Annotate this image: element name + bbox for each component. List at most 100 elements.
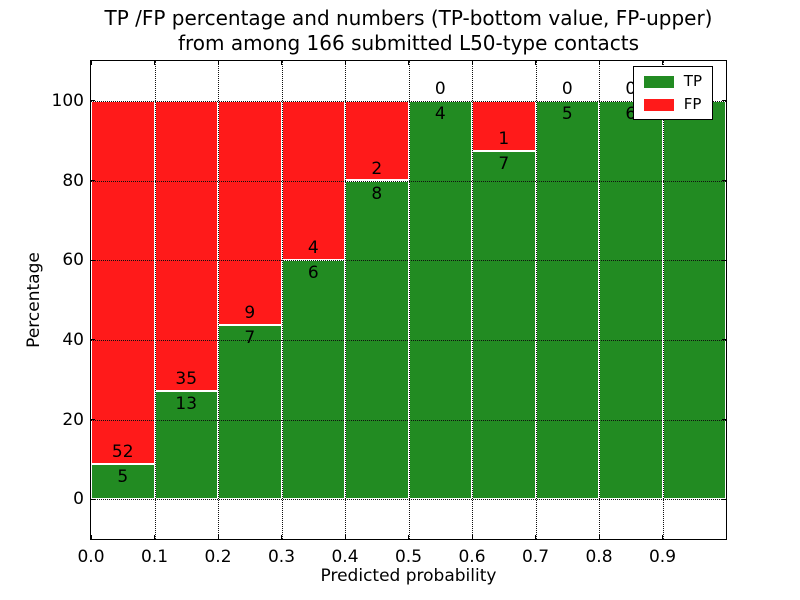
y-tick-mark-right bbox=[722, 180, 726, 181]
y-tick-label: 0 bbox=[73, 489, 84, 510]
y-tick-mark-right bbox=[722, 498, 726, 500]
x-tick-label: 0.1 bbox=[140, 547, 169, 567]
tp-count-label: 13 bbox=[175, 394, 198, 415]
y-tick-mark-left bbox=[91, 100, 95, 102]
tp-count-label: 5 bbox=[561, 103, 573, 124]
y-tick-mark-left bbox=[91, 339, 95, 341]
tp-bar bbox=[472, 150, 536, 500]
tp-bar bbox=[91, 464, 155, 500]
fp-count-label: 0 bbox=[561, 78, 573, 99]
tp-count-label: 7 bbox=[498, 153, 510, 174]
y-tick-mark-left bbox=[91, 498, 95, 500]
chart-title-line2: from among 166 submitted L50-type contac… bbox=[177, 30, 640, 55]
x-tick-mark-top bbox=[90, 61, 92, 65]
x-axis-label: Predicted probability bbox=[320, 566, 497, 586]
x-tick-mark-bottom bbox=[154, 535, 155, 539]
fp-count-label: 1 bbox=[498, 128, 510, 149]
x-tick-mark-top bbox=[281, 61, 282, 65]
y-tick-mark-right bbox=[722, 259, 726, 261]
x-tick-mark-bottom bbox=[725, 535, 727, 539]
fp-bar bbox=[345, 100, 409, 181]
bars-layer bbox=[91, 61, 726, 539]
chart-title: TP /FP percentage and numbers (TP-bottom… bbox=[90, 6, 727, 55]
x-tick-mark-top bbox=[408, 61, 409, 65]
x-tick-mark-top bbox=[344, 61, 346, 65]
v-gridline bbox=[662, 61, 664, 539]
fp-bar bbox=[91, 100, 155, 465]
fp-count-label: 52 bbox=[111, 442, 134, 463]
legend-swatch-fp bbox=[643, 98, 674, 111]
fp-count-label: 35 bbox=[175, 369, 198, 390]
y-tick-label: 20 bbox=[62, 409, 84, 430]
tp-bar bbox=[408, 100, 472, 500]
grid-layer bbox=[91, 61, 726, 539]
y-tick-label: 100 bbox=[51, 90, 84, 111]
fp-count-label: 2 bbox=[371, 158, 383, 179]
x-tick-label: 0.2 bbox=[204, 547, 232, 567]
v-gridline bbox=[154, 61, 156, 539]
v-gridline bbox=[281, 61, 283, 539]
x-tick-mark-bottom bbox=[662, 535, 663, 539]
legend-entry-fp: FP bbox=[643, 95, 702, 113]
legend-label-fp: FP bbox=[683, 95, 702, 113]
tp-count-label: 6 bbox=[307, 263, 319, 284]
chart-title-line1: TP /FP percentage and numbers (TP-bottom… bbox=[104, 6, 713, 30]
x-tick-mark-top bbox=[598, 61, 600, 65]
x-tick-mark-bottom bbox=[90, 535, 92, 539]
tp-count-label: 8 bbox=[371, 183, 383, 204]
tp-bar bbox=[535, 100, 599, 500]
v-gridline bbox=[535, 61, 537, 539]
x-tick-label: 0.8 bbox=[585, 547, 613, 567]
y-tick-mark-right bbox=[722, 100, 726, 102]
x-tick-mark-top bbox=[535, 61, 536, 65]
x-tick-mark-top bbox=[471, 61, 473, 65]
x-tick-mark-bottom bbox=[598, 535, 600, 539]
legend: TP FP bbox=[632, 66, 713, 120]
x-tick-label: 0.0 bbox=[77, 547, 105, 567]
legend-swatch-tp bbox=[643, 75, 674, 88]
legend-entry-tp: TP bbox=[643, 72, 702, 90]
tp-count-label: 7 bbox=[244, 327, 256, 348]
y-tick-mark-right bbox=[722, 339, 726, 341]
legend-label-tp: TP bbox=[683, 72, 702, 90]
x-tick-mark-top bbox=[154, 61, 155, 65]
fp-count-label: 0 bbox=[625, 78, 637, 99]
y-tick-mark-right bbox=[722, 419, 726, 420]
y-tick-mark-left bbox=[91, 180, 95, 181]
tp-count-label: 5 bbox=[117, 467, 129, 488]
fp-count-label: 4 bbox=[307, 238, 319, 259]
v-gridline bbox=[599, 61, 600, 539]
x-tick-label: 0.3 bbox=[267, 547, 296, 567]
axis-ticks-layer bbox=[90, 61, 727, 539]
y-tick-label: 40 bbox=[62, 329, 84, 350]
x-tick-label: 0.9 bbox=[648, 547, 677, 567]
x-tick-label: 0.7 bbox=[521, 547, 550, 567]
x-tick-mark-bottom bbox=[408, 535, 409, 539]
fp-count-label: 0 bbox=[434, 78, 446, 99]
x-tick-mark-bottom bbox=[281, 535, 282, 539]
v-gridline bbox=[408, 61, 410, 539]
fp-bar bbox=[154, 100, 218, 392]
x-tick-mark-bottom bbox=[217, 535, 219, 539]
fp-bar bbox=[218, 100, 282, 325]
y-tick-mark-left bbox=[91, 419, 95, 420]
annotations-layer: 52535139746280417050602 bbox=[91, 61, 726, 539]
x-tick-mark-bottom bbox=[344, 535, 346, 539]
y-tick-mark-left bbox=[91, 259, 95, 261]
x-tick-mark-bottom bbox=[535, 535, 536, 539]
fp-count-label: 9 bbox=[244, 302, 256, 323]
tp-count-label: 4 bbox=[434, 103, 446, 124]
v-gridline bbox=[472, 61, 473, 539]
y-tick-label: 60 bbox=[62, 250, 84, 271]
v-gridline bbox=[345, 61, 346, 539]
x-tick-mark-top bbox=[217, 61, 219, 65]
x-tick-label: 0.5 bbox=[394, 547, 423, 567]
tp-count-label: 6 bbox=[625, 103, 637, 124]
y-tick-label: 80 bbox=[62, 170, 84, 191]
x-tick-mark-top bbox=[725, 61, 727, 65]
x-tick-label: 0.4 bbox=[331, 547, 359, 567]
x-tick-label: 0.6 bbox=[458, 547, 486, 567]
v-gridline bbox=[218, 61, 219, 539]
